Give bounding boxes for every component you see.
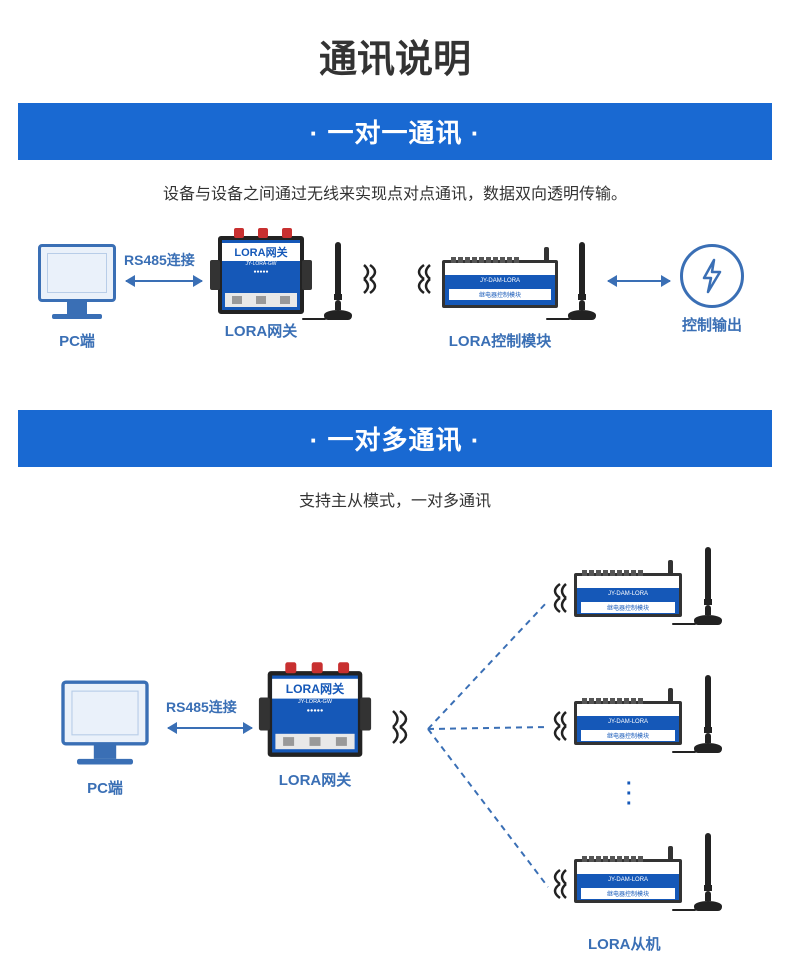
slave-title: 继电器控制模块: [581, 730, 675, 741]
vertical-dots: ···: [626, 779, 633, 809]
antenna-slave-1: [694, 547, 722, 630]
antenna-slave-2: [694, 675, 722, 758]
wifi-icon: [546, 581, 570, 615]
node-module: JY-DAM-LORA 继电器控制模块 LORA控制模块: [442, 260, 558, 351]
wifi-icon: [388, 707, 416, 747]
arrow-module-output: [608, 280, 670, 282]
slave-sub: JY-DAM-LORA: [581, 718, 675, 726]
wifi-icon: [546, 867, 570, 901]
slave-3: JY-DAM-LORA 继电器控制模块: [574, 859, 682, 903]
wifi-right-1: [360, 262, 384, 301]
diagram-one-to-one: PC端 RS485连接 LORA网关 JY-LORA-GW●●●●● LORA网…: [18, 222, 772, 382]
pc-label-2: PC端: [66, 777, 144, 798]
slave-title: 继电器控制模块: [581, 888, 675, 899]
module-icon: JY-DAM-LORA 继电器控制模块: [442, 260, 558, 308]
antenna-icon: [324, 242, 352, 320]
antenna-icon: [694, 833, 722, 911]
module-title: 继电器控制模块: [449, 289, 551, 300]
arrow-pc-gateway-2: [168, 727, 252, 729]
section2-subtitle: 支持主从模式，一对多通讯: [18, 467, 772, 529]
arrow-pc-gateway: [126, 280, 202, 282]
wifi-icon: [546, 709, 570, 743]
output-label: 控制输出: [680, 314, 744, 335]
slave-sub: JY-DAM-LORA: [581, 876, 675, 884]
section-one-to-many: · 一对多通讯 · 支持主从模式，一对多通讯 PC端 RS485连接: [18, 410, 772, 959]
gateway-icon: LORA网关 JY-LORA-GW●●●●●: [218, 236, 304, 314]
wifi-left-1: [410, 262, 434, 301]
pc-icon: [38, 244, 116, 319]
slave-1: JY-DAM-LORA 继电器控制模块: [574, 573, 682, 617]
node-pc-2: PC端: [66, 685, 144, 798]
module-sub: JY-DAM-LORA: [449, 277, 551, 285]
gateway-box-title: LORA网关: [222, 243, 300, 261]
rs485-label-1: RS485连接: [124, 250, 195, 270]
section2-header: · 一对多通讯 ·: [18, 410, 772, 467]
node-pc: PC端: [38, 244, 116, 351]
antenna-slave-3: [694, 833, 722, 916]
slave-title: 继电器控制模块: [581, 602, 675, 613]
pc-label: PC端: [38, 330, 116, 351]
antenna-gateway: [324, 242, 352, 325]
node-gateway-2: LORA网关 JY-LORA-GW●●●●● LORA网关: [272, 675, 358, 790]
gateway-label: LORA网关: [218, 320, 304, 341]
wifi-icon: [410, 262, 434, 296]
antenna-module: [568, 242, 596, 325]
rs485-label-2: RS485连接: [166, 697, 237, 717]
node-gateway: LORA网关 JY-LORA-GW●●●●● LORA网关: [218, 236, 304, 341]
antenna-icon: [694, 675, 722, 753]
section1-subtitle: 设备与设备之间通过无线来实现点对点通讯，数据双向透明传输。: [18, 160, 772, 222]
wifi-icon: [360, 262, 384, 296]
module-label: LORA控制模块: [442, 330, 558, 351]
antenna-icon: [694, 547, 722, 625]
gateway-box-title-2: LORA网关: [272, 679, 358, 699]
wifi-right-2: [388, 707, 416, 752]
gateway-icon: LORA网关 JY-LORA-GW●●●●●: [268, 671, 363, 757]
node-output: 控制输出: [680, 244, 744, 335]
page-title: 通讯说明: [0, 0, 790, 103]
slaves-label: LORA从机: [588, 933, 661, 954]
diagram-one-to-many: PC端 RS485连接 LORA网关 JY-LORA-GW●●●●● LORA网…: [18, 529, 772, 959]
gateway-label-2: LORA网关: [272, 769, 358, 790]
antenna-icon: [568, 242, 596, 320]
pc-icon: [61, 681, 148, 765]
module-icon: JY-DAM-LORA 继电器控制模块: [574, 573, 682, 617]
module-icon: JY-DAM-LORA 继电器控制模块: [574, 859, 682, 903]
slave-2: JY-DAM-LORA 继电器控制模块: [574, 701, 682, 745]
section-one-to-one: · 一对一通讯 · 设备与设备之间通过无线来实现点对点通讯，数据双向透明传输。 …: [18, 103, 772, 382]
slave-sub: JY-DAM-LORA: [581, 590, 675, 598]
module-icon: JY-DAM-LORA 继电器控制模块: [574, 701, 682, 745]
section1-header: · 一对一通讯 ·: [18, 103, 772, 160]
bolt-icon: [680, 244, 744, 308]
